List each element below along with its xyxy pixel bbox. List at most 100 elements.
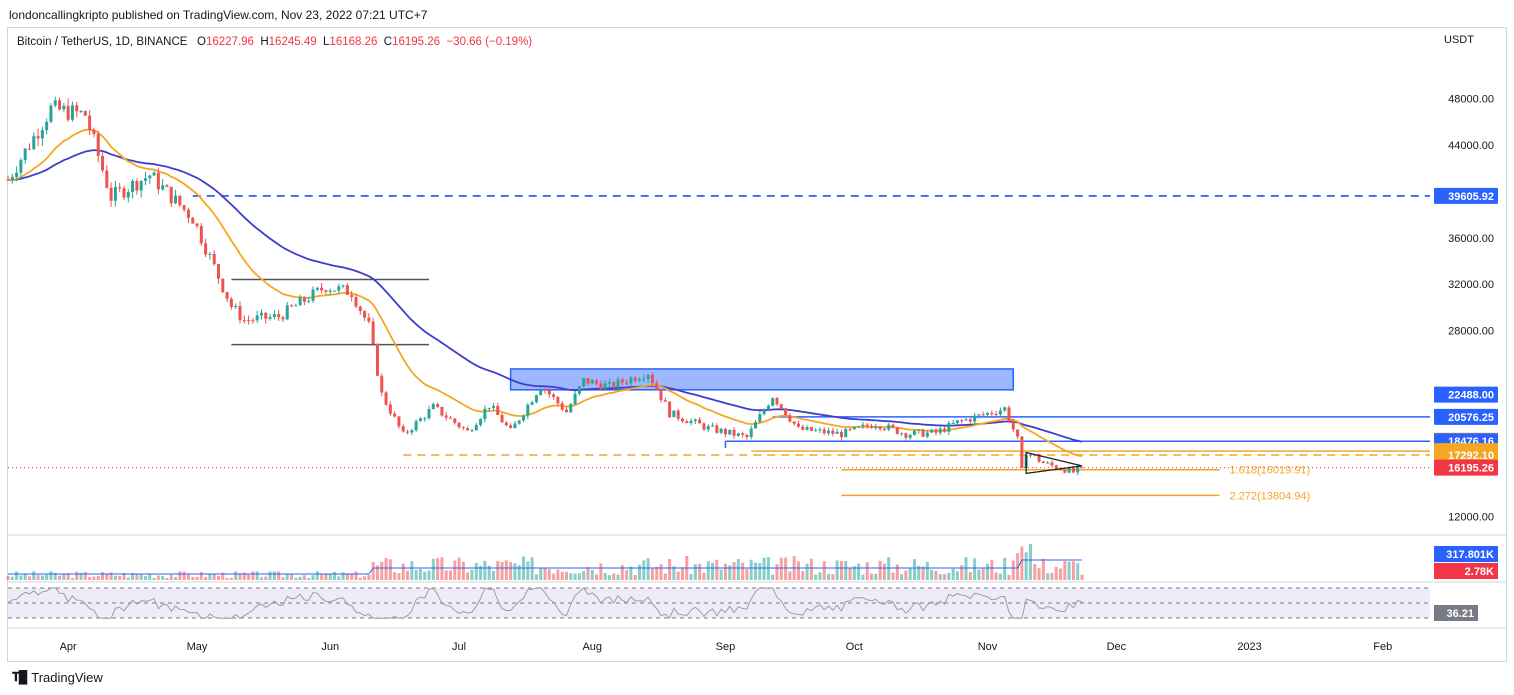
candle-body [66,105,70,120]
volume-bar [779,557,783,580]
candle-body [564,409,568,413]
volume-bar [534,574,538,580]
volume-bar [75,571,79,580]
candle-body [771,397,775,406]
candle-body [135,180,139,191]
candle-body [947,423,951,432]
candle-body [977,414,981,416]
candle-body [448,417,452,419]
candle-body [397,416,401,427]
volume-bar [543,568,547,580]
volume-bar [311,575,315,580]
ema-slow-line [7,149,1083,443]
volume-bar [603,573,607,580]
candle-body [530,402,534,405]
volume-bar [1033,564,1037,580]
volume-bar [66,573,70,580]
candle-body [917,429,921,431]
rsi-line [7,587,1083,620]
symbol-legend: Bitcoin / TetherUS, 1D, BINANCE O16227.9… [17,36,532,48]
volume-bar [371,561,375,580]
candle-body [766,405,770,410]
candle-body [900,433,904,435]
volume-bar [680,567,684,580]
candle-body [268,316,272,319]
symbol-name[interactable]: Bitcoin / TetherUS, 1D, BINANCE [17,36,188,48]
candle-body [105,170,109,188]
chart-frame [7,27,1507,662]
candle-body [672,410,676,418]
volume-bar [242,572,246,580]
volume-bar [998,573,1002,580]
volume-bar [805,563,809,580]
volume-bar [908,568,912,580]
candle-body [595,380,599,384]
volume-bar [839,560,843,580]
volume-bar [1041,558,1045,580]
candle-body [83,111,87,116]
candle-body [264,312,268,319]
candle-body [457,422,461,428]
volume-bar [659,564,663,580]
candle-body [921,429,925,437]
date-tick-label: Jul [452,641,466,653]
price-tick-label: 36000.00 [1448,233,1494,245]
candle-body [517,420,521,424]
supply-zone-box[interactable] [509,368,1015,391]
volume-bar [191,576,195,580]
volume-bar [865,562,869,580]
candle-body [401,426,405,432]
candle-body [251,320,255,322]
volume-bar [809,558,813,580]
volume-bar [135,574,139,580]
volume-bar [749,559,753,580]
volume-bar [307,578,311,580]
candle-body [229,298,233,307]
pennant-pattern[interactable] [1025,451,1083,475]
volume-bar [1076,563,1080,580]
candle-body [741,433,745,435]
candle-body [375,344,379,376]
volume-bar [174,576,178,580]
volume-bar [874,573,878,580]
volume-bar [496,560,500,580]
currency-unit[interactable]: USDT [1444,34,1474,46]
volume-bar [1024,552,1028,580]
candle-body [1080,467,1084,469]
candle-body [556,397,560,404]
candle-body [148,175,152,179]
candle-body [199,225,203,244]
volume-bar [960,565,964,580]
volume-bar [199,571,203,580]
candle-body [981,414,985,416]
volume-label-box [1434,563,1498,579]
candle-body [174,195,178,204]
candle-body [58,100,62,110]
candle-body [126,191,130,198]
candle-body [131,180,135,192]
volume-bar [556,569,560,580]
volume-bar [406,570,410,580]
volume-bar [1050,572,1054,580]
volume-bar [448,570,452,580]
volume-bar [633,574,637,580]
volume-bar [762,557,766,580]
volume-bar [1028,544,1032,580]
volume-bar [870,573,874,580]
volume-bar [620,565,624,580]
volume-bar [938,574,942,580]
candle-body [586,378,590,384]
candle-body [118,187,122,189]
candle-body [582,378,586,387]
volume-bar [1059,568,1063,580]
candle-body [986,412,990,415]
volume-bar [943,574,947,580]
volume-bar [672,566,676,580]
candle-body [509,425,513,429]
candle-body [320,287,324,291]
price-label-box [1434,459,1498,476]
volume-bar [83,571,87,580]
tradingview-brand[interactable]: 𝐓█ TradingView [12,670,103,685]
